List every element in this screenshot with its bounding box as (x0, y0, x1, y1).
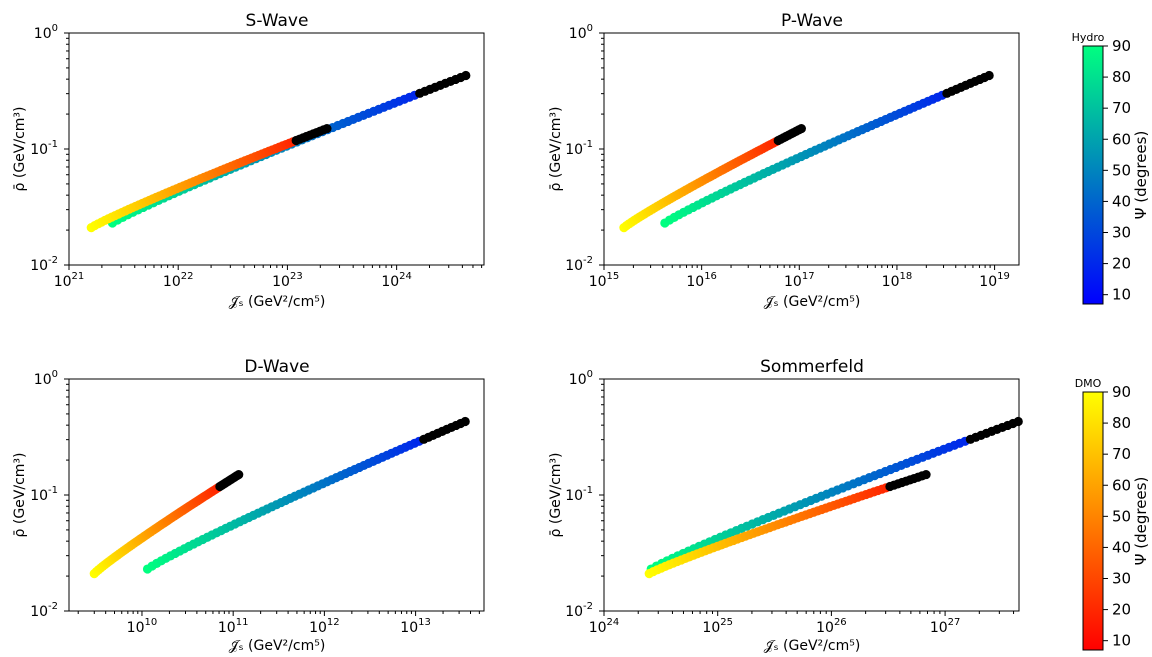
x-tick-label: 1010 (127, 617, 158, 636)
x-tick-label: 1019 (979, 271, 1010, 290)
y-tick-label: 10-2 (565, 601, 593, 620)
colorbar-tick-label: 10 (1112, 632, 1131, 650)
x-tick-label: 1011 (218, 617, 249, 636)
y-axis-label: ρ̄ (GeV/cm³) (548, 453, 564, 538)
x-axis-label: 𝒥̄ₛ (GeV²/cm⁵) (229, 294, 326, 310)
axis-ticks: 1010 1011 1012 1013 10-2 10-1 100 (30, 369, 480, 636)
x-tick-label: 1022 (163, 271, 194, 290)
colorbar-tick-label: 70 (1112, 99, 1131, 117)
colorbar-title: Hydro (1072, 31, 1105, 44)
x-tick-label: 1025 (702, 617, 733, 636)
chart-title: P-Wave (781, 11, 843, 31)
x-tick-label: 1024 (589, 617, 620, 636)
x-axis-label: 𝒥̄ₛ (GeV²/cm⁵) (764, 294, 861, 310)
colorbar-tick-label: 90 (1112, 37, 1131, 55)
x-tick-label: 1026 (816, 617, 847, 636)
y-tick-label: 10-2 (565, 255, 593, 274)
x-tick-label: 1018 (882, 271, 913, 290)
colorbar-tick-label: 40 (1112, 538, 1131, 556)
scatter-points (86, 70, 471, 233)
x-tick-label: 1024 (381, 271, 412, 290)
colorbar-gradient (1082, 45, 1104, 305)
scatter-points (644, 416, 1023, 579)
data-point-dmo (322, 123, 332, 134)
colorbar-tick-label: 30 (1112, 224, 1131, 242)
y-tick-label: 10-2 (30, 601, 58, 620)
y-tick-label: 100 (34, 369, 58, 388)
y-tick-label: 100 (569, 369, 593, 388)
x-tick-label: 1013 (400, 617, 431, 636)
x-tick-label: 1023 (272, 271, 303, 290)
scatter-points (89, 416, 470, 579)
y-tick-label: 10-1 (30, 485, 58, 504)
chart-panel-sommerfeld: Sommerfeld 1024 1025 1026 1027 10-2 10-1 100 𝒥… (548, 357, 1023, 654)
data-point-hydro (1013, 416, 1023, 427)
y-tick-label: 10-2 (30, 255, 58, 274)
x-axis-label: 𝒥̄ₛ (GeV²/cm⁵) (764, 638, 861, 654)
x-axis-label: 𝒥̄ₛ (GeV²/cm⁵) (229, 638, 326, 654)
y-axis-label: ρ̄ (GeV/cm³) (12, 107, 28, 192)
x-tick-label: 1021 (54, 271, 85, 290)
plot-frame (603, 378, 1020, 612)
x-tick-label: 1015 (589, 271, 620, 290)
colorbar-tick-label: 50 (1112, 507, 1131, 525)
chart-panel-s-wave: S-Wave 1021 1022 1023 1024 10-2 10-1 100 𝒥̄ₛ (… (12, 11, 485, 310)
y-tick-label: 10-1 (30, 139, 58, 158)
chart-panel-d-wave: D-Wave 1010 1011 1012 1013 10-2 10-1 100 𝒥̄ₛ (… (12, 357, 485, 654)
colorbar-title: DMO (1075, 377, 1102, 390)
colorbar-tick-label: 60 (1112, 130, 1131, 148)
x-tick-label: 1017 (784, 271, 815, 290)
colorbar-tick-label: 70 (1112, 445, 1131, 463)
colorbar-ticks: 10 20 30 40 50 60 70 80 90 (1103, 37, 1131, 304)
colorbar-tick-label: 80 (1112, 414, 1131, 432)
plot-frame (68, 378, 485, 612)
y-axis-label: ρ̄ (GeV/cm³) (548, 107, 564, 192)
colorbar-tick-label: 30 (1112, 570, 1131, 588)
x-tick-label: 1012 (309, 617, 340, 636)
colorbar-hydro: Hydro 10 20 30 40 50 60 70 80 90 Ψ (degrees) (1072, 31, 1150, 305)
colorbar-tick-label: 80 (1112, 68, 1131, 86)
colorbar-ticks: 10 20 30 40 50 60 70 80 90 (1103, 383, 1131, 650)
colorbar-tick-label: 90 (1112, 383, 1131, 401)
scatter-points (619, 70, 994, 233)
chart-panel-p-wave: P-Wave 1015 1016 1017 1018 1019 10-2 10-1 100 𝒥… (548, 11, 1020, 310)
axis-ticks: 1024 1025 1026 1027 10-2 10-1 100 (565, 369, 1015, 636)
x-tick-label: 1027 (930, 617, 961, 636)
colorbar-tick-label: 20 (1112, 601, 1131, 619)
data-point-dmo (234, 469, 244, 480)
y-tick-label: 100 (569, 23, 593, 42)
data-point-dmo (796, 123, 806, 134)
colorbar-tick-label: 50 (1112, 161, 1131, 179)
chart-title: D-Wave (244, 357, 309, 377)
y-axis-label: ρ̄ (GeV/cm³) (12, 453, 28, 538)
colorbar-tick-label: 10 (1112, 286, 1131, 304)
colorbar-gradient (1082, 391, 1104, 651)
data-point-dmo (921, 469, 931, 480)
colorbar-label: Ψ (degrees) (1132, 131, 1150, 220)
data-point-hydro (461, 70, 471, 81)
colorbar-tick-label: 40 (1112, 192, 1131, 210)
x-tick-label: 1016 (686, 271, 717, 290)
data-point-hydro (460, 416, 470, 427)
y-tick-label: 10-1 (565, 485, 593, 504)
y-tick-label: 10-1 (565, 139, 593, 158)
data-point-hydro (984, 70, 994, 81)
chart-title: Sommerfeld (760, 357, 864, 377)
axis-ticks: 1015 1016 1017 1018 1019 10-2 10-1 100 (565, 23, 1010, 290)
colorbar-tick-label: 60 (1112, 476, 1131, 494)
colorbar-tick-label: 20 (1112, 255, 1131, 273)
colorbar-label: Ψ (degrees) (1132, 477, 1150, 566)
colorbar-dmo: DMO 10 20 30 40 50 60 70 80 90 Ψ (degrees) (1075, 377, 1150, 651)
y-tick-label: 100 (34, 23, 58, 42)
chart-title: S-Wave (246, 11, 309, 31)
